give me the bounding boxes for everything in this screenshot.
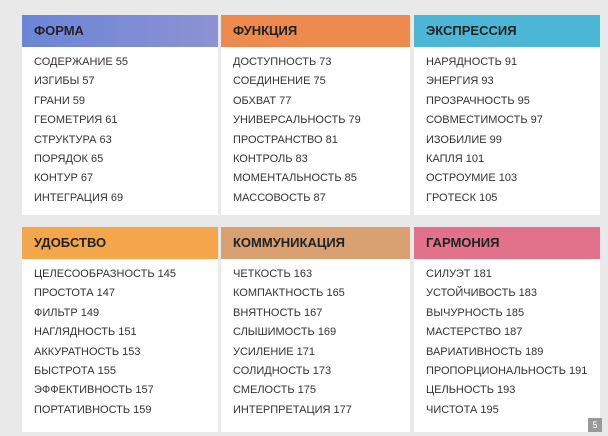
toc-item: АККУРАТНОСТЬ 153	[34, 345, 141, 358]
toc-item: СИЛУЭТ 181	[426, 268, 492, 280]
toc-item: ОСТРОУМИЕ 103	[426, 172, 518, 185]
toc-item: ИЗГИБЫ 57	[34, 75, 95, 88]
toc-item: УСИЛЕНИЕ 171	[233, 345, 315, 358]
toc-item: МАССОВОСТЬ 87	[233, 191, 326, 204]
toc-item: СОЛИДНОСТЬ 173	[233, 364, 332, 377]
toc-item: ВЫЧУРНОСТЬ 185	[426, 306, 525, 319]
toc-item: УСТОЙЧИВОСТЬ 183	[426, 287, 537, 300]
toc-item: ИНТЕГРАЦИЯ 69	[34, 191, 124, 204]
toc-item: ЦЕЛЕСООБРАЗНОСТЬ 145	[34, 268, 176, 280]
toc-item: ИНТЕРПРЕТАЦИЯ 177	[233, 403, 352, 416]
item-list: ЦЕЛЕСООБРАЗНОСТЬ 145 ПРОСТОТА 147 ФИЛЬТР 1…	[22, 259, 218, 420]
section-title: КОММУНИКАЦИЯ	[221, 227, 410, 259]
toc-item: НАРЯДНОСТЬ 91	[426, 56, 518, 68]
toc-item: ФИЛЬТР 149	[34, 306, 100, 319]
toc-item: ПОРЯДОК 65	[34, 152, 104, 165]
toc-item: ЭНЕРГИЯ 93	[426, 75, 494, 88]
toc-item: ВАРИАТИВНОСТЬ 189	[426, 345, 544, 358]
toc-item: ОБХВАТ 77	[233, 94, 292, 107]
toc-item: ЧИСТОТА 195	[426, 403, 499, 416]
toc-item: ГЕОМЕТРИЯ 61	[34, 114, 118, 127]
toc-item: ИЗОБИЛИЕ 99	[426, 133, 502, 146]
item-list: СОДЕРЖАНИЕ 55 ИЗГИБЫ 57 ГРАНИ 59 ГЕОМЕТРИЯ …	[22, 47, 218, 208]
toc-item: ПОРТАТИВНОСТЬ 159	[34, 403, 152, 416]
toc-item: НАГЛЯДНОСТЬ 151	[34, 326, 137, 339]
toc-item: МАСТЕРСТВО 187	[426, 326, 523, 339]
section-title: УДОБСТВО	[22, 227, 218, 259]
section-card: ФОРМА СОДЕРЖАНИЕ 55 ИЗГИБЫ 57 ГРАНИ 59 ГЕОМЕ…	[22, 15, 218, 215]
toc-item: ЧЕТКОСТЬ 163	[233, 268, 313, 280]
toc-item: СОДЕРЖАНИЕ 55	[34, 56, 128, 68]
toc-item: ГРАНИ 59	[34, 94, 86, 107]
toc-item: СОЕДИНЕНИЕ 75	[233, 75, 326, 88]
item-list: НАРЯДНОСТЬ 91 ЭНЕРГИЯ 93 ПРОЗРАЧНОСТЬ 95 СО…	[414, 47, 600, 208]
item-list: СИЛУЭТ 181 УСТОЙЧИВОСТЬ 183 ВЫЧУРНОСТЬ 185…	[414, 259, 600, 420]
toc-item: СМЕЛОСТЬ 175	[233, 384, 317, 397]
toc-item: ГРОТЕСК 105	[426, 191, 498, 204]
section-title: ФУНКЦИЯ	[221, 15, 410, 47]
toc-item: ЭФФЕКТИВНОСТЬ 157	[34, 384, 154, 397]
page-number: 5	[588, 418, 602, 432]
toc-item: КОМПАКТНОСТЬ 165	[233, 287, 345, 300]
section-card: ЭКСПРЕССИЯ НАРЯДНОСТЬ 91 ЭНЕРГИЯ 93 ПРОЗРАЧ…	[414, 15, 600, 215]
item-list: ДОСТУПНОСТЬ 73 СОЕДИНЕНИЕ 75 ОБХВАТ 77 УНИВ…	[221, 47, 410, 208]
section-card: ГАРМОНИЯ СИЛУЭТ 181 УСТОЙЧИВОСТЬ 183 ВЫЧУРН…	[414, 227, 600, 432]
toc-item: ПРОСТРАНСТВО 81	[233, 133, 338, 146]
toc-item: СОВМЕСТИМОСТЬ 97	[426, 114, 543, 127]
section-title: ФОРМА	[22, 15, 218, 47]
section-title: ГАРМОНИЯ	[414, 227, 600, 259]
toc-item: ПРОСТОТА 147	[34, 287, 116, 300]
toc-item: СТРУКТУРА 63	[34, 133, 112, 146]
toc-item: УНИВЕРСАЛЬНОСТЬ 79	[233, 114, 361, 127]
toc-item: ДОСТУПНОСТЬ 73	[233, 56, 332, 68]
toc-item: СЛЫШИМОСТЬ 169	[233, 326, 337, 339]
toc-item: МОМЕНТАЛЬНОСТЬ 85	[233, 172, 357, 185]
section-title: ЭКСПРЕССИЯ	[414, 15, 600, 47]
toc-item: ВНЯТНОСТЬ 167	[233, 306, 323, 319]
section-card: ФУНКЦИЯ ДОСТУПНОСТЬ 73 СОЕДИНЕНИЕ 75 ОБХВАТ…	[221, 15, 410, 215]
toc-item: ПРОЗРАЧНОСТЬ 95	[426, 94, 530, 107]
toc-item: КОНТУР 67	[34, 172, 94, 185]
section-card: КОММУНИКАЦИЯ ЧЕТКОСТЬ 163 КОМПАКТНОСТЬ 165…	[221, 227, 410, 432]
toc-item: КАПЛЯ 101	[426, 152, 485, 165]
toc-item: ЦЕЛЬНОСТЬ 193	[426, 384, 516, 397]
toc-item: БЫСТРОТА 155	[34, 364, 117, 377]
section-card: УДОБСТВО ЦЕЛЕСООБРАЗНОСТЬ 145 ПРОСТОТА 147…	[22, 227, 218, 432]
toc-item: ПРОПОРЦИОНАЛЬНОСТЬ 191	[426, 364, 588, 377]
item-list: ЧЕТКОСТЬ 163 КОМПАКТНОСТЬ 165 ВНЯТНОСТЬ 16…	[221, 259, 410, 420]
toc-item: КОНТРОЛЬ 83	[233, 152, 308, 165]
